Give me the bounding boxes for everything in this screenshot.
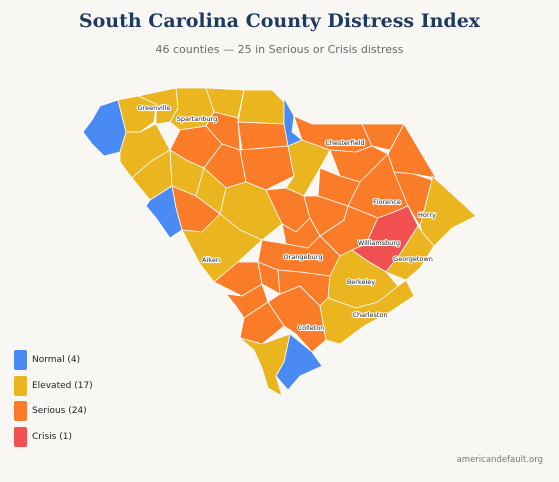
county-georgetown[interactable] (385, 225, 435, 281)
label-horry: Horry (418, 211, 436, 219)
county-charleston[interactable] (319, 279, 415, 345)
county-york[interactable] (237, 89, 289, 125)
legend-item-serious: Serious (24) (14, 401, 93, 421)
label-georgetown: Georgetown (393, 255, 433, 263)
label-florence: Florence (373, 198, 401, 206)
legend-label-normal: Normal (4) (32, 355, 81, 365)
label-aiken: Aiken (202, 256, 220, 264)
label-williamsburg: Williamsburg (358, 239, 400, 247)
legend-swatch-crisis (14, 426, 27, 447)
legend-item-crisis: Crisis (1) (14, 426, 93, 447)
county-jasper[interactable] (239, 333, 291, 397)
legend-swatch-elevated (14, 375, 27, 396)
label-spartanburg: Spartanburg (177, 115, 218, 123)
legend-swatch-serious (14, 401, 27, 421)
county-hampton[interactable] (239, 301, 285, 345)
county-oconee[interactable] (82, 99, 127, 157)
legend-label-crisis: Crisis (1) (32, 431, 72, 442)
legend-label-serious: Serious (24) (32, 406, 87, 416)
legend: Normal (4) Elevated (17) Serious (24) Cr… (14, 350, 93, 452)
label-chesterfield: Chesterfield (325, 139, 364, 147)
label-greenville: Greenville (138, 104, 171, 112)
county-chester[interactable] (237, 121, 289, 151)
label-charleston: Charleston (352, 311, 387, 319)
county-mccormick[interactable] (145, 185, 183, 239)
legend-swatch-normal (14, 350, 27, 370)
legend-label-elevated: Elevated (17) (32, 380, 93, 391)
label-orangeburg: Orangeburg (284, 253, 323, 261)
source-credit: americandefault.org (456, 455, 543, 465)
label-berkeley: Berkeley (347, 278, 375, 286)
legend-item-normal: Normal (4) (14, 350, 93, 370)
label-colleton: Colleton (298, 324, 325, 332)
county-fairfield[interactable] (239, 145, 295, 191)
county-beaufort[interactable] (275, 333, 323, 391)
legend-item-elevated: Elevated (17) (14, 375, 93, 396)
map-subtitle: 46 counties — 25 in Serious or Crisis di… (155, 43, 404, 56)
map-title: South Carolina County Distress Index (78, 10, 481, 32)
county-union[interactable] (205, 111, 241, 151)
